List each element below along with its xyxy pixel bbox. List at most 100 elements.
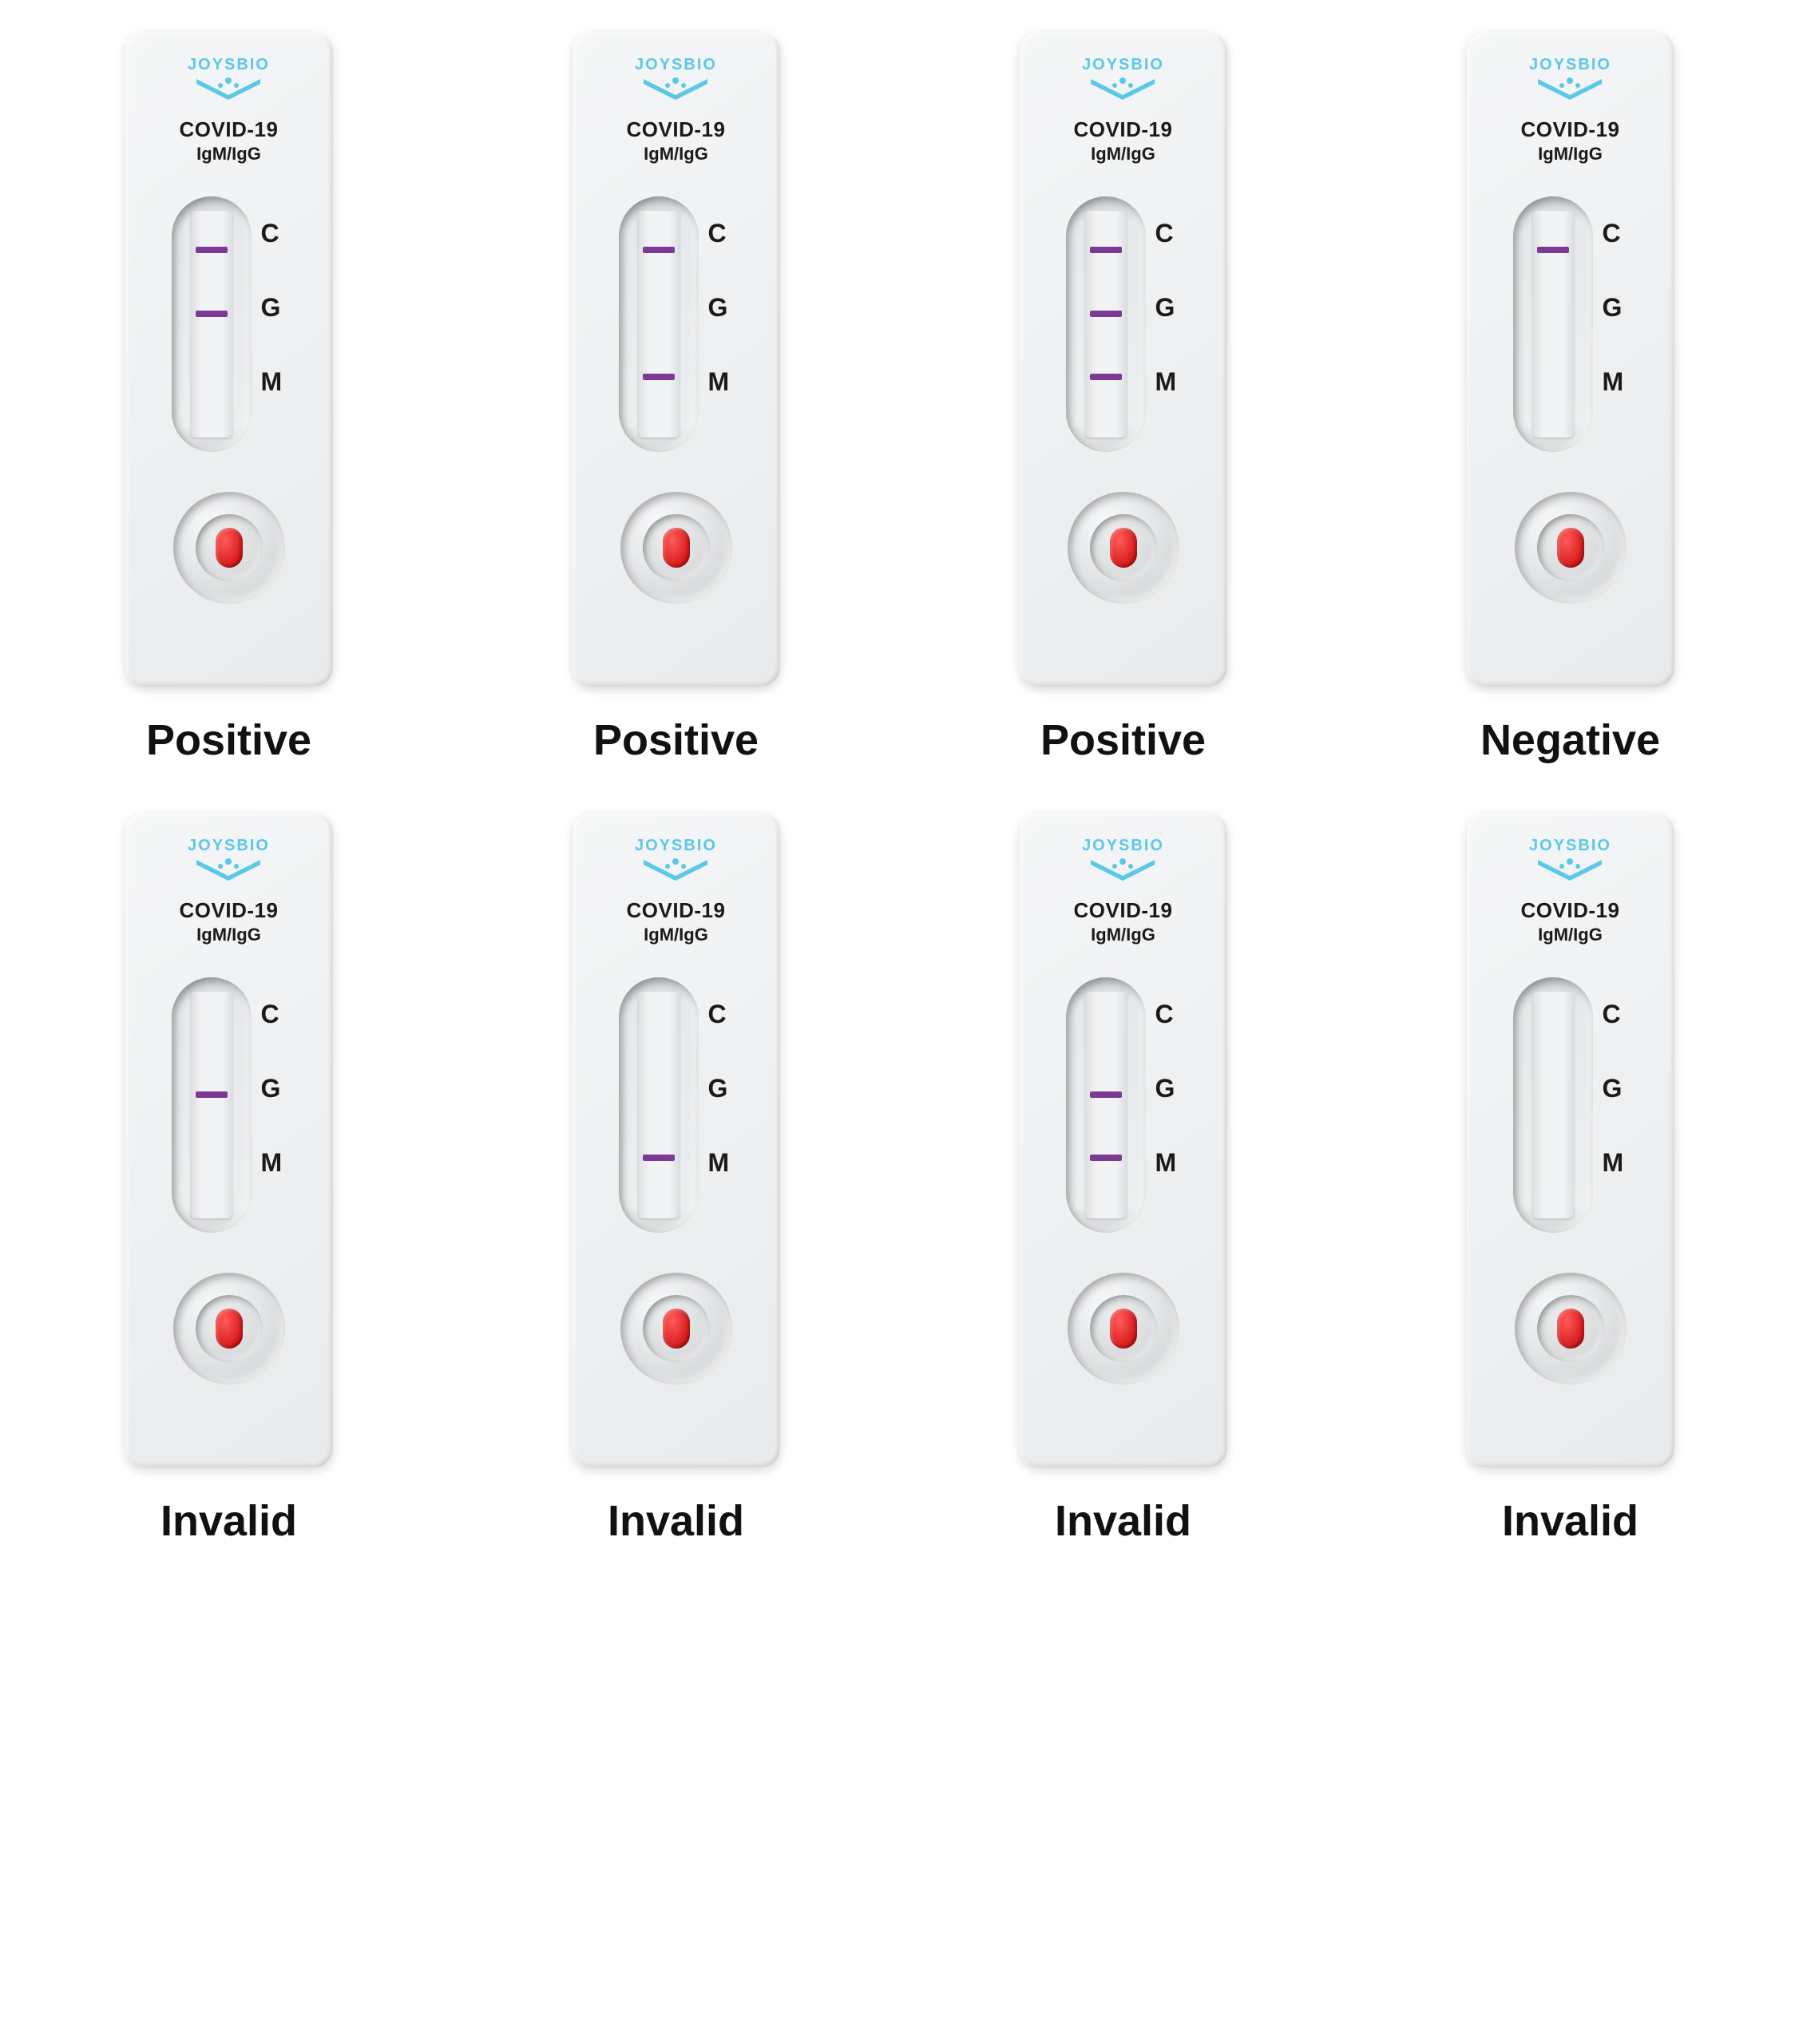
line-labels: C G M — [261, 219, 283, 397]
brand-text: JOYSBIO — [188, 837, 270, 855]
line-labels: CGM — [708, 219, 730, 397]
title-line-1: COVID-19 — [627, 898, 726, 923]
title-line-1: COVID-19 — [1521, 117, 1620, 142]
label-c: C — [1155, 219, 1177, 248]
test-title: COVID-19IgM/IgG — [1521, 117, 1620, 164]
brand-logo-icon — [1534, 76, 1606, 100]
brand-block: JOYSBIO — [1082, 56, 1164, 100]
result-window: CGM — [1052, 977, 1195, 1233]
band-m — [643, 1155, 675, 1161]
band-g — [1090, 311, 1122, 317]
blood-drop-icon — [216, 1309, 243, 1349]
test-title: COVID-19IgM/IgG — [1521, 898, 1620, 945]
label-c: C — [708, 1000, 730, 1029]
label-m: M — [1155, 1148, 1177, 1178]
brand-text: JOYSBIO — [635, 56, 717, 74]
window-well — [619, 977, 699, 1233]
test-title: COVID-19IgM/IgG — [1074, 117, 1173, 164]
blood-drop-icon — [1110, 528, 1137, 568]
label-m: M — [261, 367, 283, 397]
test-title: COVID-19IgM/IgG — [627, 898, 726, 945]
title-line-2: IgM/IgG — [1521, 925, 1620, 945]
sample-well — [620, 492, 732, 604]
label-g: G — [261, 293, 283, 323]
title-line-2: IgM/IgG — [180, 144, 279, 164]
test-strip — [638, 211, 680, 438]
brand-text: JOYSBIO — [1082, 56, 1164, 74]
window-well — [1066, 196, 1146, 452]
window-well — [1513, 977, 1593, 1233]
sample-well — [1068, 492, 1179, 604]
title-line-2: IgM/IgG — [1521, 144, 1620, 164]
result-cell: JOYSBIO COVID-19IgM/IgGCGMNegative — [1363, 32, 1778, 765]
sample-well-inner — [643, 1295, 710, 1362]
window-well — [1066, 977, 1146, 1233]
label-c: C — [1155, 1000, 1177, 1029]
result-window: CGM — [1499, 977, 1642, 1233]
label-c: C — [1603, 1000, 1624, 1029]
test-strip — [1085, 992, 1127, 1218]
result-label: Invalid — [608, 1496, 744, 1546]
test-cassette: JOYSBIO COVID-19IgM/IgG C G M — [125, 32, 333, 687]
sample-well-inner — [643, 514, 710, 581]
brand-block: JOYSBIO — [1529, 56, 1611, 100]
band-g — [1090, 1091, 1122, 1098]
title-line-1: COVID-19 — [1074, 117, 1173, 142]
brand-block: JOYSBIO — [1529, 837, 1611, 881]
test-cassette: JOYSBIO COVID-19IgM/IgGCGM — [1467, 813, 1674, 1468]
result-cell: JOYSBIO COVID-19IgM/IgGCGMInvalid — [916, 813, 1331, 1546]
line-labels: CGM — [261, 1000, 283, 1178]
sample-well-inner — [1537, 514, 1604, 581]
brand-block: JOYSBIO — [635, 837, 717, 881]
test-strip — [638, 992, 680, 1218]
brand-text: JOYSBIO — [1529, 56, 1611, 74]
brand-logo-icon — [192, 76, 264, 100]
result-label: Invalid — [1055, 1496, 1191, 1546]
window-well — [172, 196, 252, 452]
sample-well-inner — [1537, 1295, 1604, 1362]
blood-drop-icon — [1110, 1309, 1137, 1349]
label-g: G — [1603, 1074, 1624, 1103]
test-strip — [1085, 211, 1127, 438]
test-cassette: JOYSBIO COVID-19IgM/IgG CGM — [125, 813, 333, 1468]
brand-logo-icon — [192, 857, 264, 881]
sample-well — [620, 1273, 732, 1384]
label-m: M — [1155, 367, 1177, 397]
result-window: C G M — [1499, 196, 1642, 452]
label-c: C — [1603, 219, 1624, 248]
result-cell: JOYSBIO COVID-19IgM/IgGCGMPositive — [916, 32, 1331, 765]
blood-drop-icon — [663, 528, 690, 568]
window-well — [619, 196, 699, 452]
title-line-1: COVID-19 — [1521, 898, 1620, 923]
result-label: Positive — [146, 715, 311, 765]
title-line-2: IgM/IgG — [627, 925, 726, 945]
label-m: M — [708, 1148, 730, 1178]
title-line-2: IgM/IgG — [1074, 925, 1173, 945]
result-window: CGM — [157, 977, 301, 1233]
test-cassette: JOYSBIO COVID-19IgM/IgGCGM — [1020, 813, 1227, 1468]
blood-drop-icon — [1557, 528, 1584, 568]
brand-logo-icon — [640, 76, 711, 100]
brand-text: JOYSBIO — [1529, 837, 1611, 855]
test-cassette: JOYSBIO COVID-19IgM/IgGCGM — [1020, 32, 1227, 687]
label-c: C — [261, 219, 283, 248]
results-grid: JOYSBIO COVID-19IgM/IgGCGMPositiveJOYSBI… — [22, 32, 1778, 1546]
band-g — [196, 1091, 228, 1098]
label-g: G — [708, 1074, 730, 1103]
blood-drop-icon — [216, 528, 243, 568]
band-c — [643, 247, 675, 253]
brand-text: JOYSBIO — [635, 837, 717, 855]
result-label: Positive — [1040, 715, 1206, 765]
label-m: M — [261, 1148, 283, 1178]
label-g: G — [1603, 293, 1624, 323]
line-labels: CGM — [1155, 1000, 1177, 1178]
test-title: COVID-19IgM/IgG — [180, 117, 279, 164]
test-title: COVID-19IgM/IgG — [180, 898, 279, 945]
title-line-1: COVID-19 — [180, 117, 279, 142]
label-m: M — [1603, 367, 1624, 397]
blood-drop-icon — [663, 1309, 690, 1349]
line-labels: CGM — [1603, 1000, 1624, 1178]
label-m: M — [708, 367, 730, 397]
brand-text: JOYSBIO — [188, 56, 270, 74]
sample-well — [1515, 492, 1627, 604]
